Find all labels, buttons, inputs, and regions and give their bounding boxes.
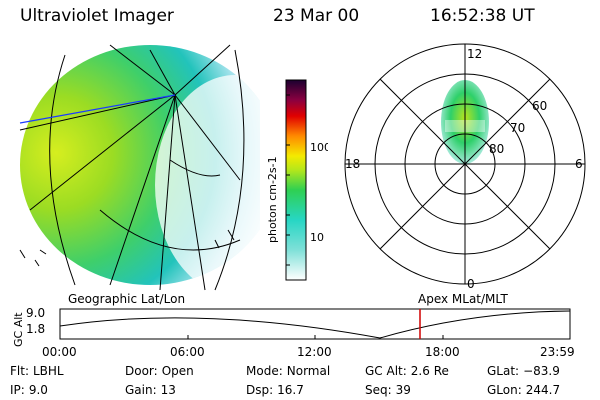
gain-field: Gain: 13 (125, 383, 176, 397)
earth-image (19, 44, 260, 291)
glat-field: GLat: −83.9 (487, 364, 560, 378)
y-tick-9: 9.0 (26, 306, 45, 320)
geographic-label: Geographic Lat/Lon (68, 292, 186, 306)
flt-field: Flt: LBHL (10, 364, 64, 378)
colorbar-unit-label: photon cm-2s-1 (266, 156, 279, 243)
lat-label-70: 70 (510, 121, 525, 135)
x-tick-0600: 06:00 (170, 345, 205, 359)
ip-field: IP: 9.0 (10, 383, 48, 397)
polar-plot: 12 18 6 0 60 70 80 (344, 43, 586, 291)
mlt-label-18: 18 (345, 157, 360, 171)
mode-field: Mode: Normal (246, 364, 331, 378)
date: 23 Mar 00 (273, 6, 360, 26)
mlt-label-0: 0 (467, 277, 475, 291)
time: 16:52:38 UT (430, 6, 535, 26)
x-tick-0000: 00:00 (42, 345, 77, 359)
timeline: GC Alt 9.0 1.8 00:00 06:00 12:00 18:00 2… (12, 306, 575, 359)
colorbar-tick-100: 100 (310, 141, 328, 154)
x-tick-2359: 23:59 (540, 345, 575, 359)
colorbar: 100 10 photon cm-2s-1 (266, 79, 328, 281)
seq-field: Seq: 39 (365, 383, 411, 397)
lat-label-60: 60 (532, 99, 547, 113)
x-tick-1800: 18:00 (425, 345, 460, 359)
y-tick-1-8: 1.8 (26, 322, 45, 336)
gc-alt-axis-label: GC Alt (12, 312, 25, 347)
title: Ultraviolet Imager (20, 6, 174, 26)
lat-label-80: 80 (489, 142, 504, 156)
mlt-label-12: 12 (467, 47, 482, 61)
gc-alt-field: GC Alt: 2.6 Re (365, 364, 449, 378)
door-field: Door: Open (125, 364, 194, 378)
dsp-field: Dsp: 16.7 (246, 383, 304, 397)
x-tick-1200: 12:00 (297, 345, 332, 359)
colorbar-tick-10: 10 (310, 231, 324, 244)
apex-label: Apex MLat/MLT (418, 292, 508, 306)
glon-field: GLon: 244.7 (487, 383, 561, 397)
mlt-label-6: 6 (575, 157, 583, 171)
